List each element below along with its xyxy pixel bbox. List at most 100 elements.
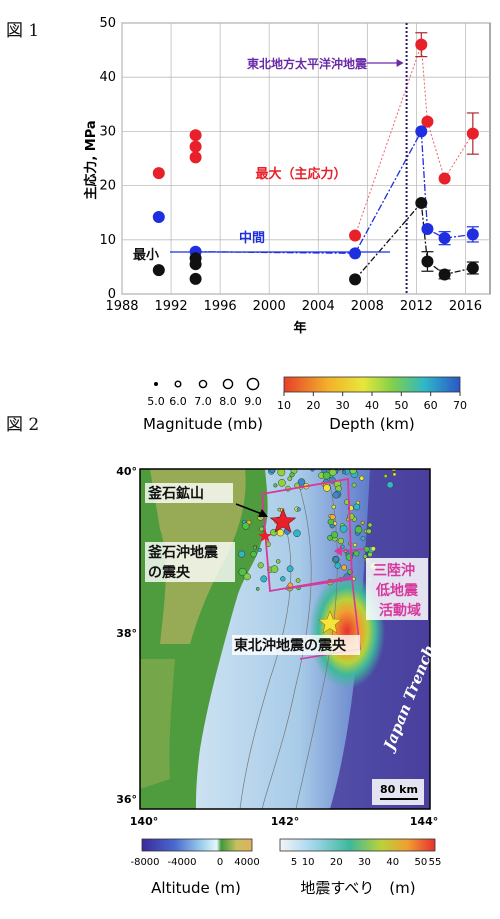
- lat-tick: 40°: [116, 465, 137, 478]
- contour: [261, 488, 312, 809]
- earthquake-epicenter: [341, 564, 347, 571]
- earthquake-epicenter: [332, 491, 340, 499]
- stress-chart: 1988 1992 1996 2000 2004 2008 2012 2016 0 10 20 30…: [83, 16, 491, 336]
- marker-arrowhead: [396, 59, 404, 67]
- x-tick-label: 2012: [400, 299, 433, 314]
- mine-arrow: [235, 503, 263, 515]
- scale-bar-bg: [372, 779, 424, 805]
- earthquake-epicenter: [297, 478, 306, 486]
- earthquake-epicenter: [287, 476, 293, 482]
- data-point: [189, 129, 202, 142]
- depth-tick: 20: [306, 399, 320, 412]
- earthquake-epicenter: [275, 559, 281, 564]
- earthquake-epicenter: [349, 469, 357, 475]
- y-tick-label: 30: [99, 124, 116, 139]
- earthquake-epicenter: [296, 507, 301, 512]
- slip-tick: 5: [291, 857, 297, 868]
- data-point: [466, 261, 479, 274]
- data-point: [466, 127, 479, 140]
- data-point: [415, 38, 428, 51]
- earthquake-epicenter: [370, 461, 374, 465]
- magnitude-tick: 7.0: [194, 395, 212, 408]
- contour: [239, 508, 292, 809]
- figure-2-label: 図 2: [6, 415, 40, 435]
- annotation-quake: 東北地方太平洋沖地震: [247, 56, 368, 71]
- x-tick-label: 2004: [302, 299, 335, 314]
- slip-title: 地震すべり (m): [300, 879, 415, 897]
- data-point: [152, 264, 165, 277]
- x-tick-label: 1996: [204, 299, 237, 314]
- earthquake-epicenter: [295, 578, 301, 583]
- data-point: [152, 211, 165, 224]
- x-tick-label: 1992: [155, 299, 188, 314]
- label-bg: [145, 542, 235, 582]
- depth-tick: 60: [424, 399, 438, 412]
- earthquake-epicenter: [238, 567, 247, 577]
- earthquake-epicenter: [269, 469, 275, 473]
- earthquake-epicenter: [366, 528, 372, 534]
- earthquake-epicenter: [392, 472, 397, 477]
- earthquake-epicenter: [331, 504, 336, 510]
- earthquake-epicenter: [308, 458, 311, 461]
- magnitude-symbol: [222, 378, 234, 390]
- earthquake-epicenter: [286, 458, 290, 462]
- slip-tick: 40: [386, 857, 399, 868]
- earthquake-epicenter: [360, 535, 366, 541]
- earthquake-epicenter: [375, 462, 380, 467]
- magnitude-title: Magnitude (mb): [143, 415, 263, 433]
- earthquake-epicenter: [257, 562, 264, 569]
- earthquake-epicenter: [286, 565, 294, 573]
- figure-1-label: 図 1: [6, 21, 40, 41]
- earthquake-epicenter: [383, 474, 388, 479]
- data-point: [189, 140, 202, 153]
- data-point: [349, 229, 362, 242]
- depth-tick: 30: [336, 399, 350, 412]
- label-bg: [232, 635, 360, 655]
- activity-box: [261, 477, 353, 593]
- x-tick-label: 1988: [105, 299, 138, 314]
- map-area: [140, 457, 430, 809]
- earthquake-epicenter: [317, 463, 322, 468]
- y-tick-label: 20: [99, 179, 116, 194]
- x-tick-label: 2008: [351, 299, 384, 314]
- label-bg: [145, 483, 233, 503]
- earthquake-epicenter: [289, 472, 295, 478]
- tohoku-yellow-star: [317, 610, 343, 634]
- earthquake-epicenter: [281, 463, 286, 468]
- earthquake-epicenter: [351, 482, 357, 488]
- earthquake-epicenter: [342, 470, 347, 475]
- data-point: [415, 196, 428, 209]
- earthquake-epicenter: [242, 522, 250, 530]
- data-point: [349, 247, 362, 260]
- data-point: [152, 167, 165, 180]
- depth-tick: 70: [453, 399, 467, 412]
- earthquake-epicenter: [285, 457, 292, 464]
- x-tick-label: 2000: [253, 299, 286, 314]
- earthquake-epicenter: [353, 503, 361, 511]
- earthquake-epicenter: [332, 556, 340, 563]
- earthquake-epicenter: [353, 550, 360, 557]
- earthquake-epicenter: [386, 481, 394, 489]
- altitude-title: Altitude (m): [151, 879, 241, 897]
- y-tick-labels: 0 10 20 30 40 50: [99, 16, 116, 302]
- altitude-tick: -4000: [167, 857, 196, 868]
- magnitude-symbol: [198, 379, 208, 389]
- depth-legend: 10 20 30 40 50 60 70 Depth (km): [277, 376, 467, 433]
- earthquake-epicenter: [353, 461, 359, 467]
- data-point: [421, 115, 434, 128]
- earthquake-epicenter: [238, 550, 246, 558]
- x-tick-labels: 1988 1992 1996 2000 2004 2008 2012 2016: [105, 299, 482, 314]
- slip-tick: 55: [429, 857, 442, 868]
- depth-colorbar: [283, 376, 461, 393]
- earthquake-epicenter: [338, 457, 343, 462]
- earthquake-epicenter: [352, 542, 358, 548]
- earthquake-epicenter: [260, 575, 268, 583]
- sanriku-label-1: 三陸沖: [373, 562, 415, 579]
- data-point: [189, 151, 202, 164]
- earthquake-epicenter: [339, 524, 348, 533]
- data-point: [466, 228, 479, 241]
- altitude-colorbar: [141, 838, 253, 852]
- kamaishi-red-star: [269, 508, 297, 533]
- annotation-max: 最大（主応力）: [255, 166, 346, 182]
- lat-tick: 38°: [116, 627, 137, 640]
